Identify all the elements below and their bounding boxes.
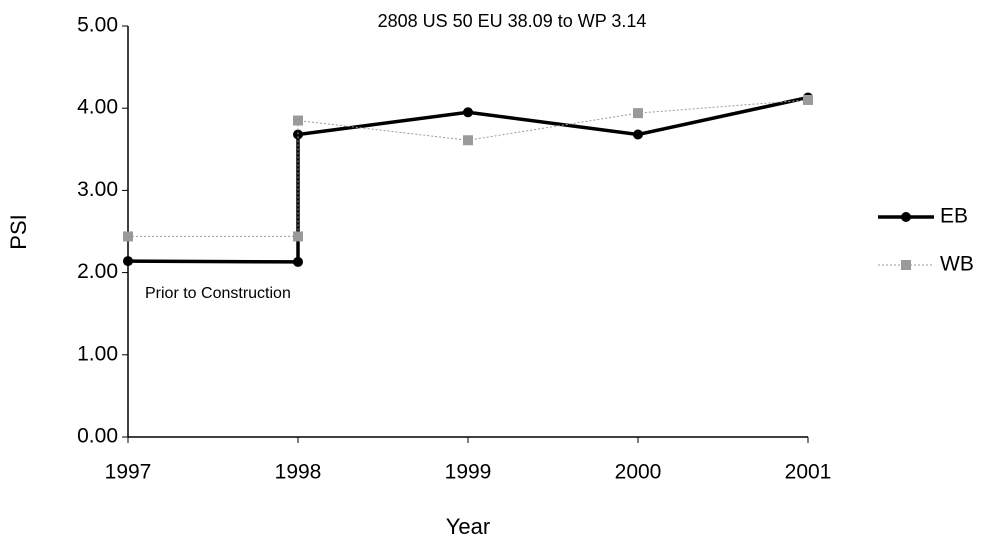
point — [293, 256, 303, 267]
x-tick-label: 2001 — [785, 461, 832, 484]
x-tick-label: 1998 — [275, 461, 322, 484]
point — [123, 231, 133, 242]
point — [803, 94, 813, 105]
series-line — [128, 99, 809, 237]
legend-marker — [901, 260, 911, 270]
x-tick-label: 1999 — [445, 461, 492, 484]
y-tick-label: 4.00 — [77, 96, 118, 119]
y-tick-label: 5.00 — [77, 14, 118, 37]
point — [293, 115, 303, 126]
y-axis-label: PSI — [6, 214, 31, 249]
y-tick-label: 3.00 — [77, 178, 118, 201]
point — [123, 256, 133, 267]
y-tick-label: 0.00 — [77, 425, 118, 448]
series-line — [127, 95, 809, 264]
point — [293, 231, 303, 242]
point — [463, 107, 473, 118]
x-tick-label: 2000 — [615, 461, 662, 484]
point — [633, 108, 643, 119]
legend-label: EB — [940, 205, 968, 228]
point — [293, 129, 303, 140]
x-axis-label: Year — [446, 514, 490, 539]
chart-title: 2808 US 50 EU 38.09 to WP 3.14 — [378, 11, 647, 31]
point — [463, 135, 473, 146]
y-tick-label: 1.00 — [77, 342, 118, 365]
y-tick-label: 2.00 — [77, 260, 118, 283]
annotation: Prior to Construction — [145, 285, 291, 302]
point — [633, 129, 643, 140]
x-tick-label: 1997 — [105, 461, 152, 484]
legend-label: WB — [940, 253, 974, 276]
legend-marker — [901, 212, 911, 222]
